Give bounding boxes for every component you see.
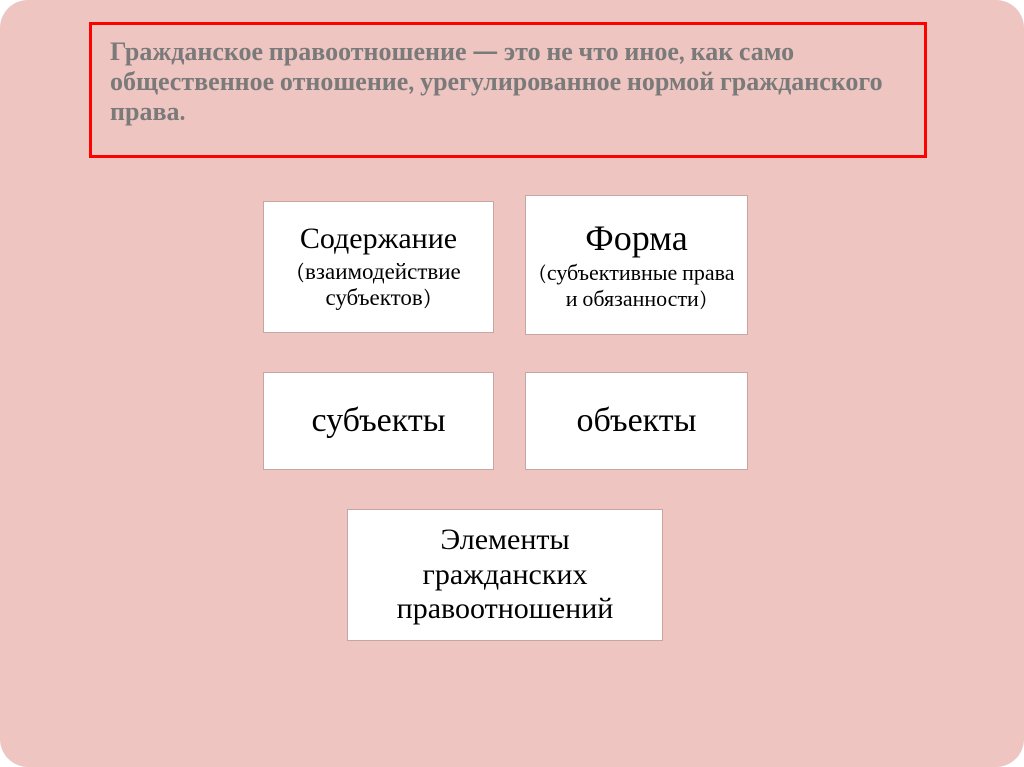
- card-subjects-title: субъекты: [311, 401, 445, 440]
- card-elements: Элементы гражданских правоотношений: [347, 509, 663, 641]
- card-content-subtitle: (взаимодействие субъектов): [272, 259, 485, 312]
- card-elements-title: Элементы гражданских правоотношений: [356, 523, 654, 627]
- card-objects-title: объекты: [577, 401, 697, 440]
- card-form-title: Форма: [585, 218, 687, 259]
- card-form: Форма (субъективные права и обязанности): [525, 195, 748, 335]
- card-content-title: Содержание: [300, 222, 457, 257]
- definition-box: Гражданское правоотношение — это не что …: [89, 22, 927, 158]
- card-form-subtitle: (субъективные права и обязанности): [534, 261, 739, 312]
- card-objects: объекты: [525, 372, 748, 470]
- definition-text: Гражданское правоотношение — это не что …: [110, 37, 883, 127]
- card-content: Содержание (взаимодействие субъектов): [263, 201, 494, 333]
- slide: Гражданское правоотношение — это не что …: [0, 0, 1024, 767]
- card-subjects: субъекты: [263, 372, 494, 470]
